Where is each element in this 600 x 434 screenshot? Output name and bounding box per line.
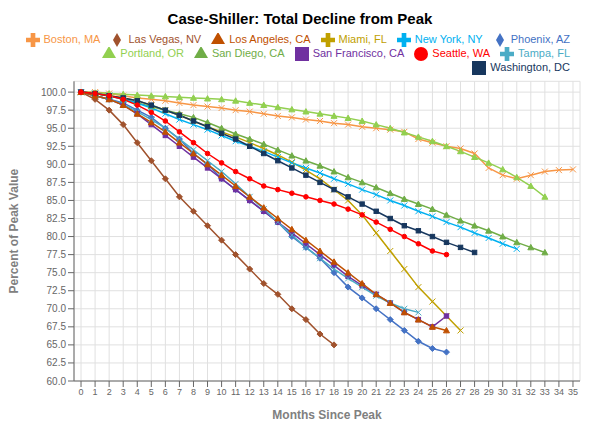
svg-text:20: 20	[357, 387, 367, 397]
svg-text:26: 26	[441, 387, 451, 397]
svg-text:100.0: 100.0	[41, 87, 66, 98]
svg-text:2: 2	[107, 387, 112, 397]
svg-text:60.0: 60.0	[47, 376, 67, 387]
svg-text:15: 15	[287, 387, 297, 397]
svg-text:82.5: 82.5	[47, 213, 67, 224]
svg-text:12: 12	[245, 387, 255, 397]
svg-text:19: 19	[343, 387, 353, 397]
svg-text:85.0: 85.0	[47, 195, 67, 206]
svg-text:27: 27	[456, 387, 466, 397]
svg-text:35: 35	[568, 387, 578, 397]
html-text:New York, NY: New York, NY	[414, 33, 483, 45]
svg-text:87.5: 87.5	[47, 177, 67, 188]
svg-text:95.0: 95.0	[47, 123, 67, 134]
svg-text:8: 8	[191, 387, 196, 397]
svg-text:62.5: 62.5	[47, 357, 67, 368]
svg-text:17: 17	[315, 387, 325, 397]
svg-text:31: 31	[512, 387, 522, 397]
svg-text:5: 5	[149, 387, 154, 397]
svg-text:33: 33	[540, 387, 550, 397]
svg-text:65.0: 65.0	[47, 339, 67, 350]
svg-text:10: 10	[217, 387, 227, 397]
html-text:Washington, DC: Washington, DC	[490, 61, 570, 74]
html-text:Seattle, WA: Seattle, WA	[432, 47, 490, 60]
svg-text:70.0: 70.0	[47, 303, 67, 314]
html-text:San Francisco, CA: San Francisco, CA	[312, 47, 405, 60]
svg-text:14: 14	[273, 387, 283, 397]
svg-text:29: 29	[484, 387, 494, 397]
html-text:Miami, FL: Miami, FL	[338, 33, 387, 45]
svg-text:92.5: 92.5	[47, 141, 67, 152]
svg-text:3: 3	[121, 387, 126, 397]
svg-text:75.0: 75.0	[47, 267, 67, 278]
html-text:Phoenix, AZ: Phoenix, AZ	[510, 33, 570, 45]
svg-text:32: 32	[526, 387, 536, 397]
svg-text:7: 7	[177, 387, 182, 397]
svg-text:21: 21	[371, 387, 381, 397]
svg-text:72.5: 72.5	[47, 285, 67, 296]
svg-text:9: 9	[205, 387, 210, 397]
svg-text:30: 30	[498, 387, 508, 397]
svg-text:97.5: 97.5	[47, 105, 67, 116]
svg-text:6: 6	[163, 387, 168, 397]
svg-text:Months Since Peak: Months Since Peak	[272, 408, 382, 422]
svg-text:13: 13	[259, 387, 269, 397]
svg-text:77.5: 77.5	[47, 249, 67, 260]
html-text:San Diego, CA: San Diego, CA	[211, 47, 285, 60]
svg-text:0: 0	[79, 387, 84, 397]
svg-text:16: 16	[301, 387, 311, 397]
svg-text:Percent of Peak Value: Percent of Peak Value	[8, 168, 21, 293]
svg-text:34: 34	[554, 387, 564, 397]
html-text:Tampa, FL: Tampa, FL	[518, 47, 570, 60]
html-text:Case-Shiller: Total Decline fr: Case-Shiller: Total Decline from Peak	[167, 10, 433, 27]
svg-text:22: 22	[385, 387, 395, 397]
svg-text:90.0: 90.0	[47, 159, 67, 170]
svg-text:28: 28	[470, 387, 480, 397]
svg-text:4: 4	[135, 387, 140, 397]
svg-text:11: 11	[231, 387, 240, 397]
svg-text:25: 25	[427, 387, 437, 397]
html-text:Los Angeles, CA: Los Angeles, CA	[229, 33, 311, 45]
svg-text:24: 24	[413, 387, 423, 397]
svg-text:67.5: 67.5	[47, 321, 67, 332]
html-text:Boston, MA: Boston, MA	[43, 33, 101, 45]
svg-text:80.0: 80.0	[47, 231, 67, 242]
svg-text:23: 23	[399, 387, 409, 397]
svg-text:1: 1	[93, 387, 98, 397]
svg-text:18: 18	[329, 387, 339, 397]
html-text:Las Vegas, NV: Las Vegas, NV	[128, 33, 202, 45]
html-text:Portland, OR: Portland, OR	[120, 47, 184, 60]
